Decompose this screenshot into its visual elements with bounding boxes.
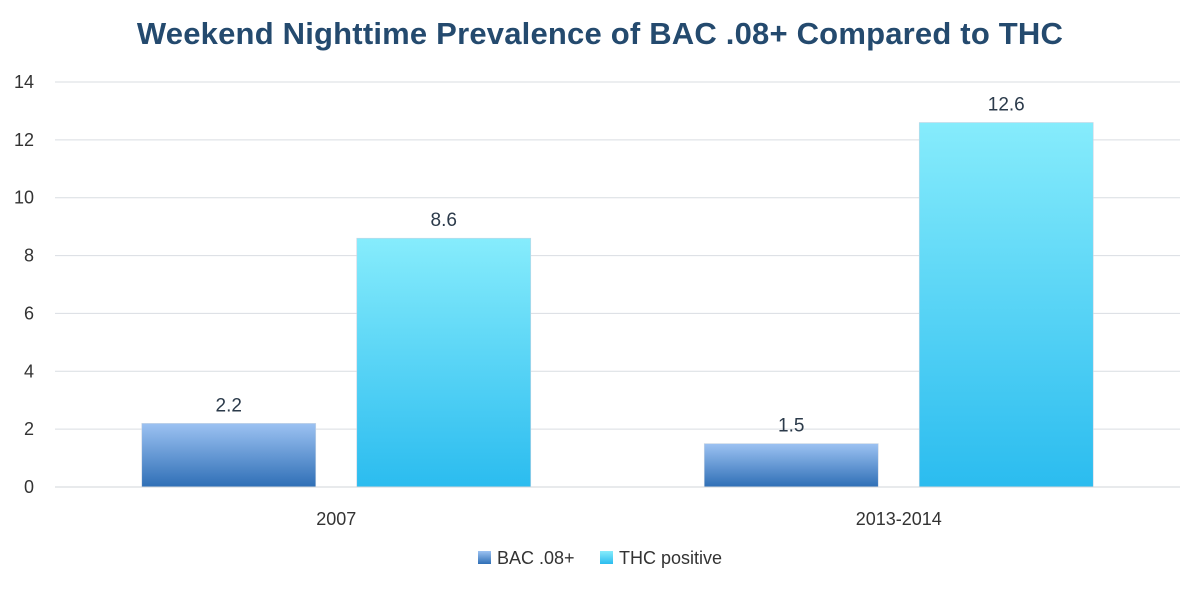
legend-label: BAC .08+ — [497, 548, 575, 568]
x-axis: 2007 2013-2014 — [55, 486, 1180, 529]
bar-thc-positive-2007 — [356, 237, 532, 488]
x-category-label: 2013-2014 — [856, 509, 942, 529]
bars — [141, 122, 1094, 488]
data-label: 12.6 — [988, 95, 1025, 116]
y-tick-label: 4 — [24, 361, 34, 381]
y-tick-label: 2 — [24, 419, 34, 439]
bar-thc-positive-2013-2014 — [918, 122, 1094, 488]
y-tick-label: 10 — [14, 188, 34, 208]
legend-item: BAC .08+ — [478, 548, 575, 568]
chart-title: Weekend Nighttime Prevalence of BAC .08+… — [136, 16, 1064, 51]
legend-item: THC positive — [600, 548, 722, 568]
bar-bac-08--2007 — [141, 423, 317, 488]
data-label: 8.6 — [431, 210, 457, 231]
legend-swatch — [478, 551, 491, 564]
data-label: 2.2 — [216, 395, 242, 416]
y-axis: 0 2 4 6 8 10 12 14 — [14, 72, 34, 497]
data-labels: 2.2 8.6 1.5 12.6 — [216, 95, 1025, 437]
y-tick-label: 14 — [14, 72, 34, 92]
legend: BAC .08+ THC positive — [478, 548, 722, 568]
bar-bac-08--2013-2014 — [703, 443, 879, 488]
legend-swatch — [600, 551, 613, 564]
y-tick-label: 0 — [24, 477, 34, 497]
data-label: 1.5 — [778, 416, 804, 437]
y-tick-label: 12 — [14, 130, 34, 150]
y-tick-label: 6 — [24, 303, 34, 323]
x-category-label: 2007 — [316, 509, 356, 529]
legend-label: THC positive — [619, 548, 722, 568]
y-tick-label: 8 — [24, 246, 34, 266]
